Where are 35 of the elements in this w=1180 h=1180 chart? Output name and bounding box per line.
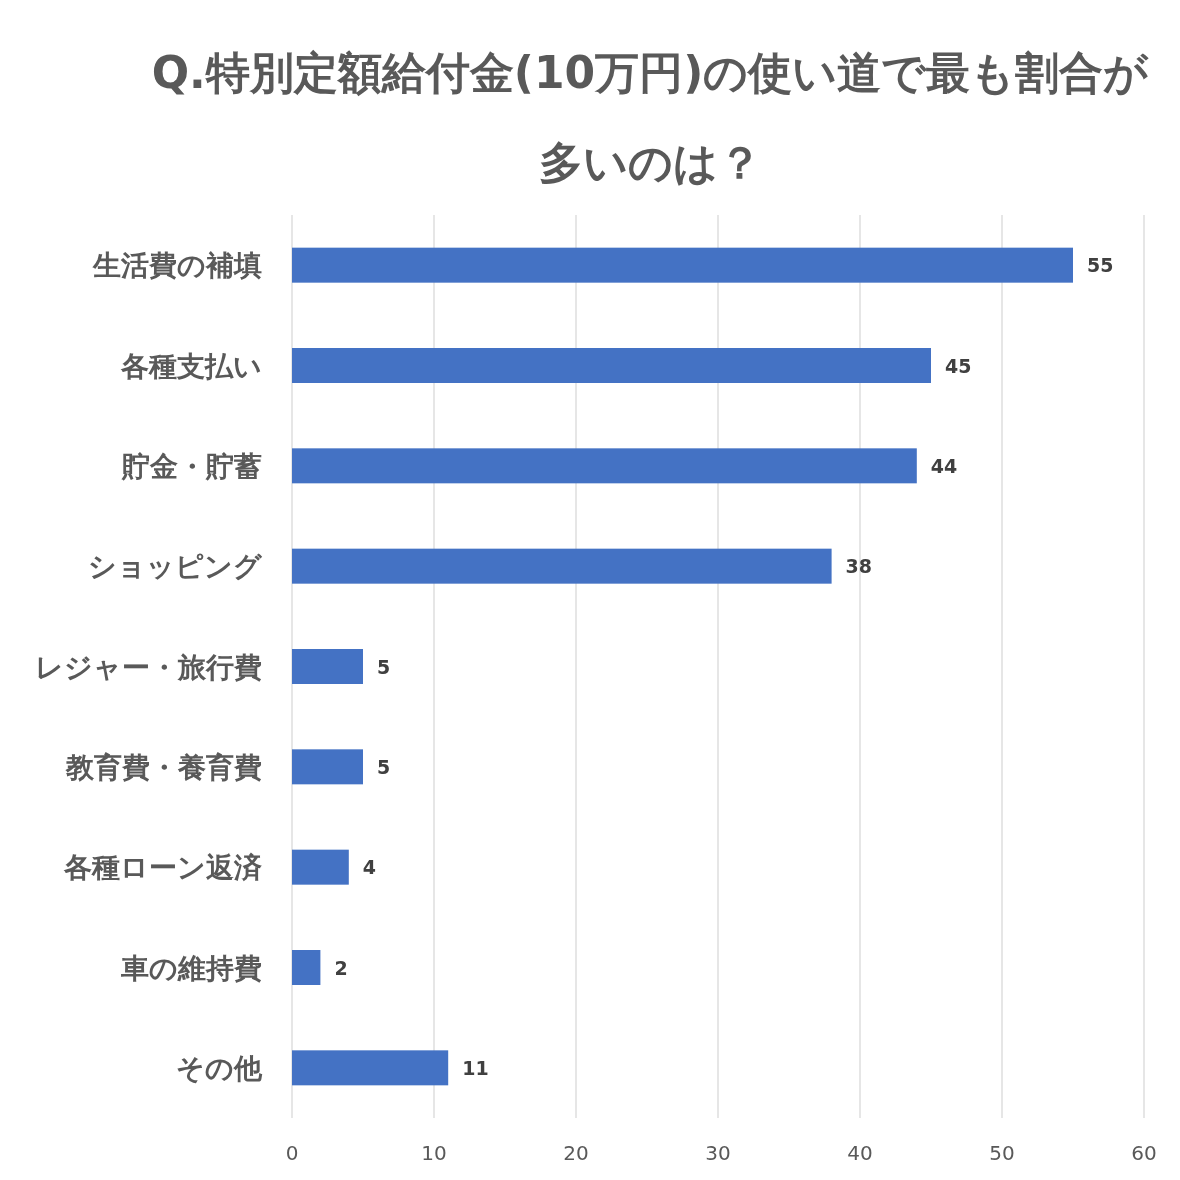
bar <box>292 749 363 785</box>
bar <box>292 649 363 684</box>
bar <box>292 348 931 383</box>
data-label: 4 <box>362 856 377 879</box>
y-tick-label: 貯金・貯蓄 <box>121 449 262 483</box>
y-tick-label: 各種支払い <box>120 349 262 383</box>
data-label: 11 <box>462 1056 489 1079</box>
data-label: 44 <box>930 454 958 477</box>
x-tick-label: 20 <box>563 1141 589 1165</box>
data-label: 55 <box>1087 254 1114 277</box>
data-label: 2 <box>334 956 348 979</box>
y-tick-label: 教育費・養育費 <box>65 750 262 784</box>
y-tick-label: 各種ローン返済 <box>63 851 262 885</box>
y-tick-label: その他 <box>176 1051 263 1085</box>
y-tick-label: 車の維持費 <box>120 951 262 985</box>
x-tick-label: 60 <box>1131 1141 1157 1165</box>
bar <box>292 247 1073 283</box>
data-label: 5 <box>377 655 391 678</box>
x-tick-label: 0 <box>285 1141 299 1165</box>
data-label: 5 <box>377 755 391 778</box>
data-label: 38 <box>845 555 873 578</box>
chart-title: Q.特別定額給付金(10万円)の使い道で最も割合が多いのは？ <box>150 46 1150 190</box>
bar <box>292 548 832 584</box>
bar <box>292 849 349 885</box>
bar <box>292 448 917 484</box>
bar <box>292 1050 449 1086</box>
y-tick-label: 生活費の補填 <box>92 249 262 283</box>
data-label: 45 <box>945 354 972 377</box>
bar <box>292 950 321 985</box>
x-tick-label: 10 <box>421 1141 447 1165</box>
y-tick-label: ショッピング <box>88 550 263 584</box>
x-tick-label: 50 <box>989 1141 1015 1165</box>
x-tick-label: 40 <box>847 1141 873 1165</box>
x-tick-label: 30 <box>705 1141 731 1165</box>
y-tick-label: レジャー・旅行費 <box>35 650 262 684</box>
